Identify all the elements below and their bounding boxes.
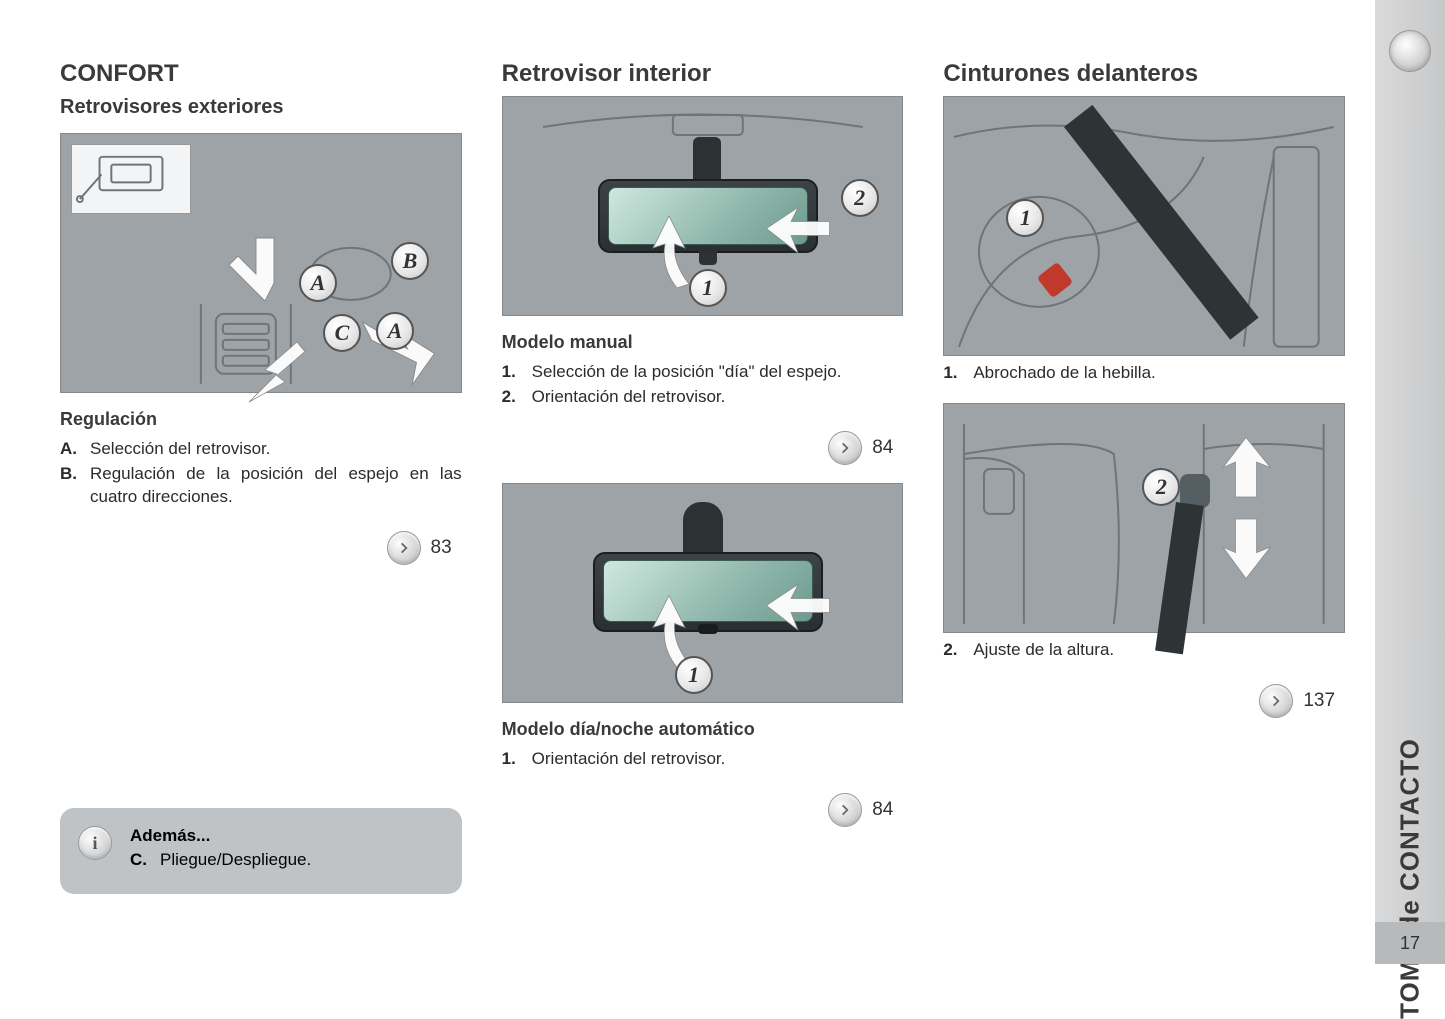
list-text: Orientación del retrovisor.: [532, 748, 904, 771]
instruction-list: A. Selección del retrovisor. B. Regulaci…: [60, 438, 462, 511]
callout-label: 2: [841, 179, 879, 217]
instruction-list: 1. Abrochado de la hebilla.: [943, 362, 1345, 387]
page-reference-number: 84: [872, 437, 893, 459]
column-confort: CONFORT Retrovisores exteriores: [60, 60, 462, 934]
figure-seatbelt-buckle: 1: [943, 96, 1345, 356]
chevron-right-icon: [387, 531, 421, 565]
list-item: 2. Ajuste de la altura.: [943, 639, 1345, 662]
list-item: B. Regulación de la posición del espejo …: [60, 463, 462, 509]
instruction-list: 1. Orientación del retrovisor.: [502, 748, 904, 773]
ring-icon: [1389, 30, 1431, 72]
list-item: 1. Abrochado de la hebilla.: [943, 362, 1345, 385]
list-item: 1. Orientación del retrovisor.: [502, 748, 904, 771]
list-marker: B.: [60, 463, 82, 509]
column-interior-mirror: Retrovisor interior 1 2: [502, 60, 904, 934]
page-reference-number: 84: [872, 799, 893, 821]
mirror-stem: [693, 137, 721, 185]
figure-exterior-mirrors: A B C A: [60, 133, 462, 393]
page-reference: 84: [502, 431, 894, 465]
list-marker: 1.: [502, 748, 524, 771]
list-text: Pliegue/Despliegue.: [160, 850, 444, 870]
callout-label: B: [391, 242, 429, 280]
list-marker: 2.: [943, 639, 965, 662]
sidebar-section-label: TOMA de CONTACTO: [1395, 738, 1426, 1019]
callout-label: A: [299, 264, 337, 302]
callout-label: 1: [689, 269, 727, 307]
paragraph-title: Modelo día/noche automático: [502, 719, 904, 740]
sidebar-tab: TOMA de CONTACTO 17: [1375, 0, 1445, 964]
section-title: Retrovisor interior: [502, 60, 904, 88]
info-title: Además...: [130, 826, 444, 846]
figure-interior-mirror-auto: 1: [502, 483, 904, 703]
list-marker: 1.: [943, 362, 965, 385]
chevron-right-icon: [828, 431, 862, 465]
page-reference-number: 137: [1303, 690, 1335, 712]
list-item: 2. Orientación del retrovisor.: [502, 386, 904, 409]
page-reference: 83: [60, 531, 452, 565]
callout-label: C: [323, 314, 361, 352]
section-title: CONFORT: [60, 60, 462, 88]
list-marker: 1.: [502, 361, 524, 384]
page-reference: 137: [943, 684, 1335, 718]
page-reference-number: 83: [431, 537, 452, 559]
page-reference: 84: [502, 793, 894, 827]
paragraph-title: Modelo manual: [502, 332, 904, 353]
list-marker: C.: [130, 850, 152, 870]
content-area: CONFORT Retrovisores exteriores: [0, 0, 1375, 964]
list-item: C. Pliegue/Despliegue.: [130, 850, 444, 870]
list-text: Selección del retrovisor.: [90, 438, 462, 461]
chevron-right-icon: [1259, 684, 1293, 718]
list-text: Regulación de la posición del espejo en …: [90, 463, 462, 509]
instruction-list: 2. Ajuste de la altura.: [943, 639, 1345, 664]
column-seatbelts: Cinturones delanteros 1 1. Abrochado de …: [943, 60, 1345, 934]
info-body: Además... C. Pliegue/Despliegue.: [130, 826, 444, 872]
chevron-right-icon: [828, 793, 862, 827]
section-title: Cinturones delanteros: [943, 60, 1345, 88]
page-number: 17: [1375, 922, 1445, 964]
list-marker: 2.: [502, 386, 524, 409]
info-icon: i: [78, 826, 112, 860]
list-item: 1. Selección de la posición "día" del es…: [502, 361, 904, 384]
callout-label: 1: [675, 656, 713, 694]
list-item: A. Selección del retrovisor.: [60, 438, 462, 461]
mirror-stem: [683, 502, 723, 557]
subsection-title: Retrovisores exteriores: [60, 96, 462, 119]
callout-label: A: [376, 312, 414, 350]
manual-page: CONFORT Retrovisores exteriores: [0, 0, 1445, 964]
list-text: Orientación del retrovisor.: [532, 386, 904, 409]
list-marker: A.: [60, 438, 82, 461]
list-text: Abrochado de la hebilla.: [973, 362, 1345, 385]
list-text: Selección de la posición "día" del espej…: [532, 361, 904, 384]
instruction-list: 1. Selección de la posición "día" del es…: [502, 361, 904, 411]
info-box: i Además... C. Pliegue/Despliegue.: [60, 808, 462, 894]
figure-seatbelt-height: 2: [943, 403, 1345, 633]
figure-interior-mirror-manual: 1 2: [502, 96, 904, 316]
